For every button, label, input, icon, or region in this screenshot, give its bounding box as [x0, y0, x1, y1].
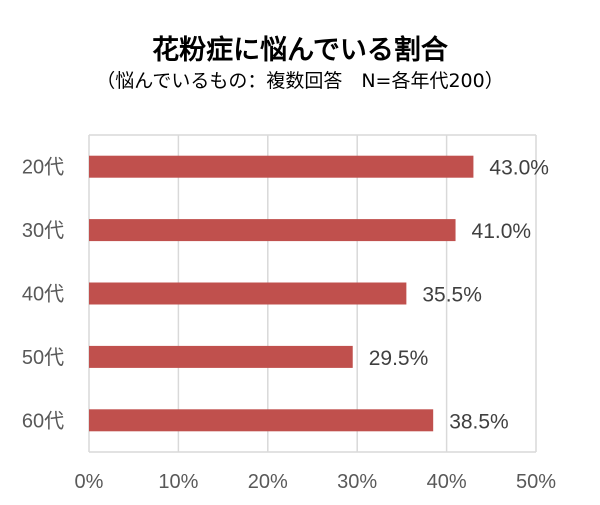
x-tick-label: 20% — [248, 471, 288, 493]
bar — [89, 409, 434, 432]
bar — [89, 219, 456, 242]
y-category-label: 30代 — [22, 219, 64, 242]
bar — [89, 282, 407, 305]
x-tick-label: 30% — [337, 471, 377, 493]
x-tick-label: 40% — [427, 471, 467, 493]
data-label: 38.5% — [449, 410, 509, 433]
chart-title: 花粉症に悩んでいる割合 — [152, 35, 448, 66]
y-category-label: 50代 — [22, 346, 64, 369]
x-tick-label: 50% — [516, 471, 556, 493]
y-category-label: 60代 — [22, 409, 64, 432]
chart-subtitle: （悩んでいるもの：複数回答 N=各年代200） — [96, 70, 504, 92]
data-label: 43.0% — [489, 157, 549, 180]
data-label: 41.0% — [472, 220, 532, 243]
data-label: 35.5% — [422, 284, 482, 307]
x-tick-label: 10% — [158, 471, 198, 493]
bar — [89, 155, 474, 178]
x-tick-label: 0% — [75, 471, 104, 493]
y-category-label: 40代 — [22, 283, 64, 306]
y-category-label: 20代 — [22, 156, 64, 179]
bar — [89, 345, 353, 368]
data-label: 29.5% — [369, 347, 429, 370]
